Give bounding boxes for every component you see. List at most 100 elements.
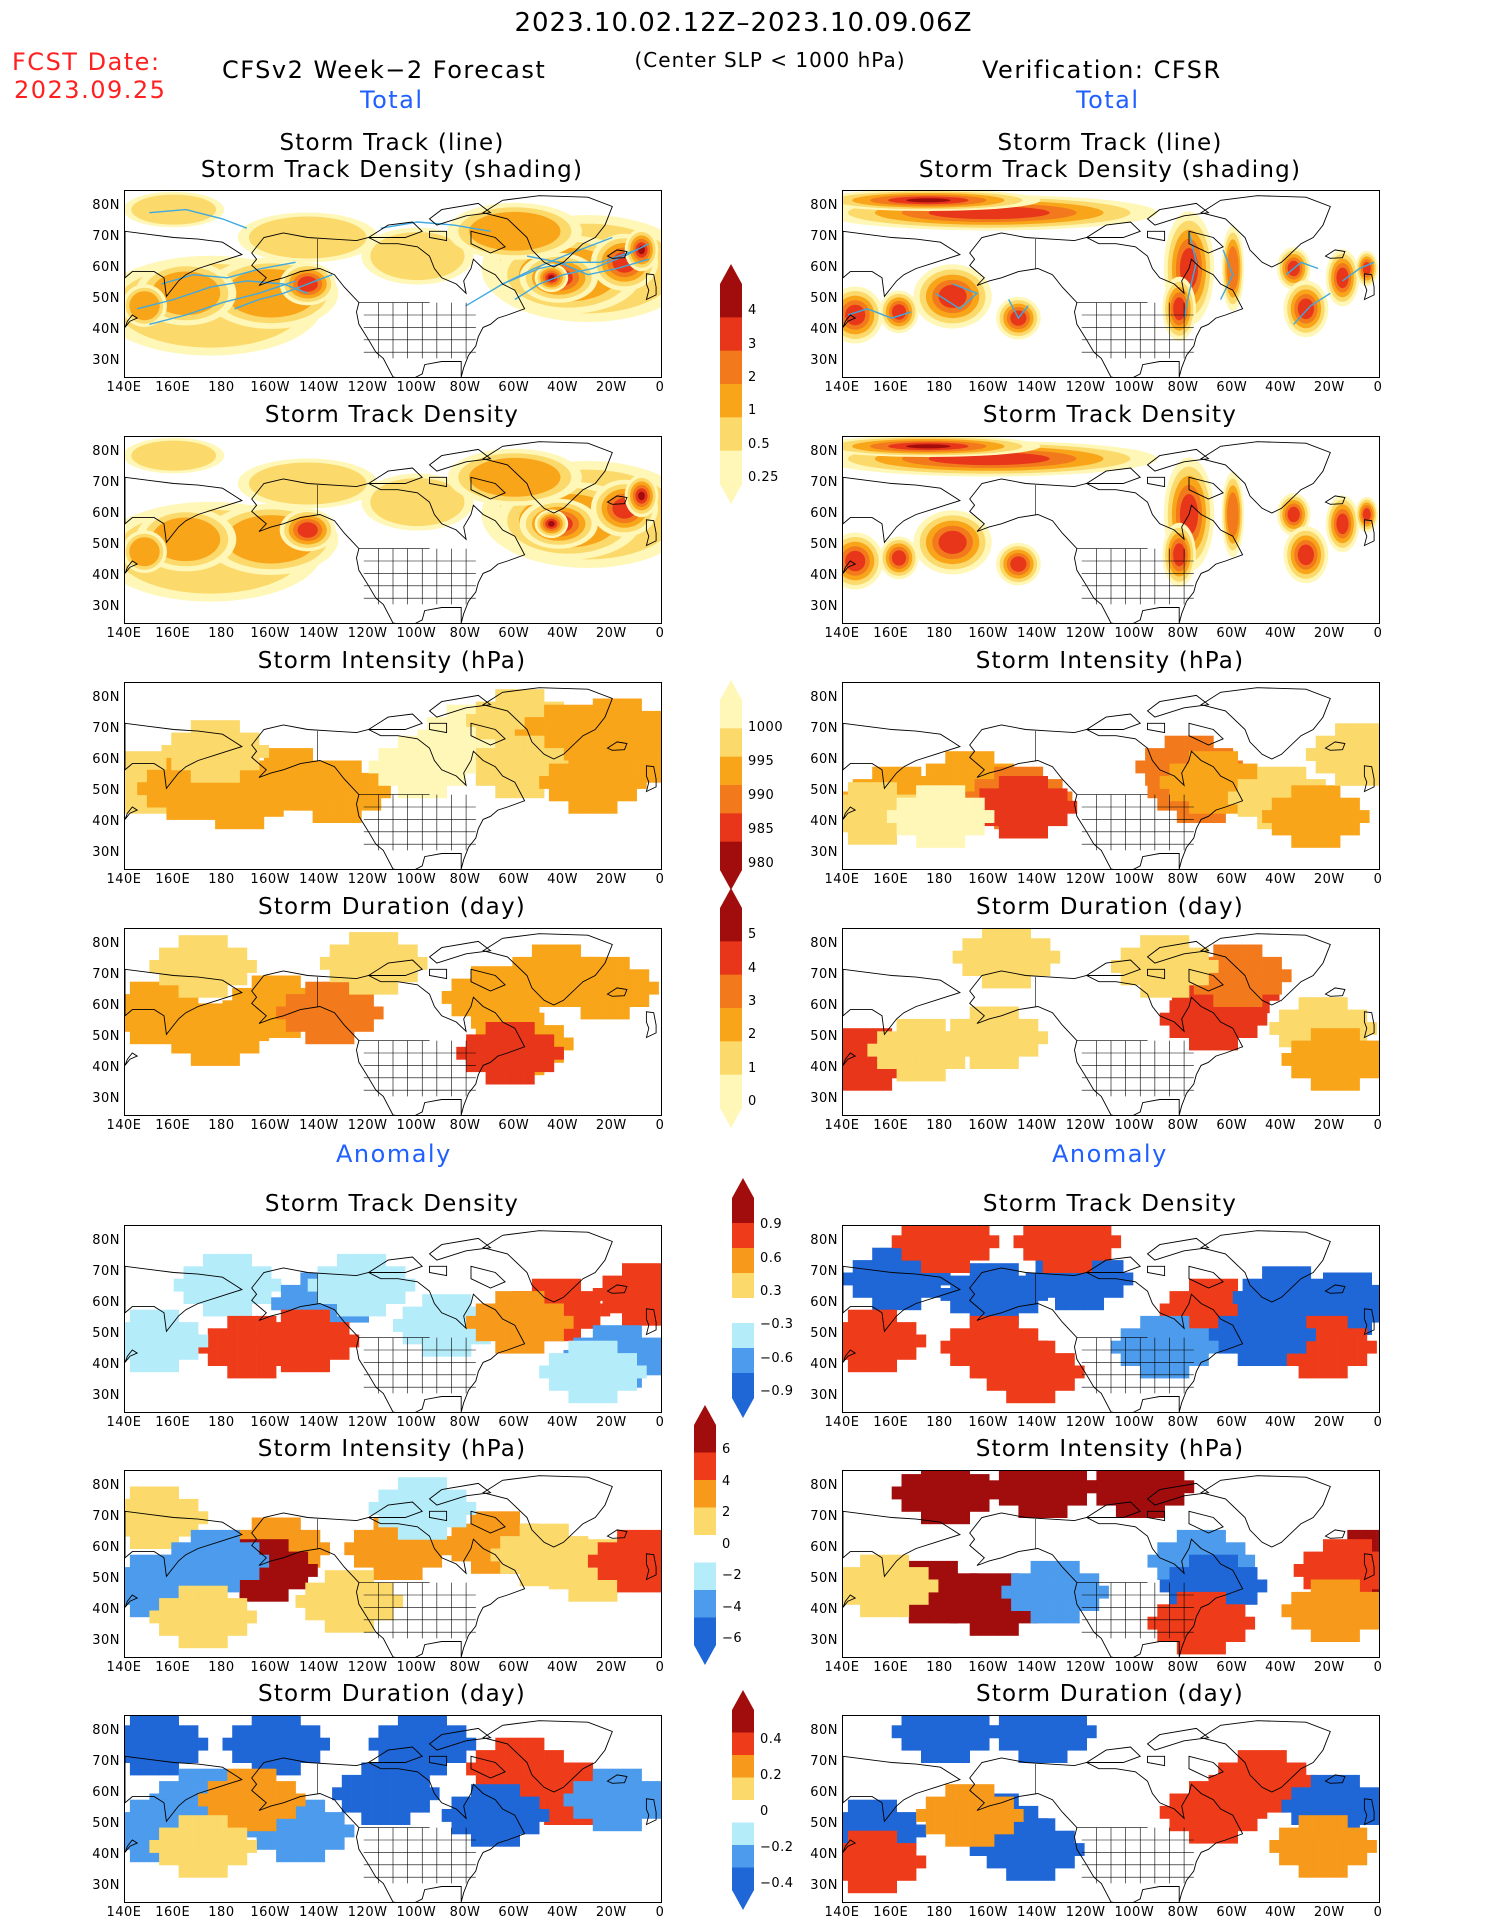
grid-cell [1291,797,1302,811]
grid-cell [159,1579,170,1593]
grid-cell [351,810,362,823]
grid-cell [891,1725,902,1739]
grid-cell [843,1040,854,1054]
grid-cell [371,1787,382,1801]
grid-cell [578,1340,589,1354]
grid-cell [254,772,265,786]
grid-cell [1028,1288,1039,1301]
grid-cell [475,1059,486,1073]
grid-cell [945,797,956,811]
grid-cell [1237,1340,1248,1354]
grid-cell [363,1542,374,1556]
grid-cell [139,1322,150,1335]
grid-cell [1320,1591,1331,1605]
coastline [1324,1284,1346,1294]
grid-cell [495,1737,506,1751]
grid-cell [583,1781,594,1794]
grid-cell [925,776,936,789]
grid-cell [402,1542,413,1556]
grid-cell [1025,1377,1036,1391]
grid-cell [544,1303,555,1317]
map-obs-anom-intensity [842,1470,1380,1658]
grid-cell [198,960,209,973]
grid-cell [553,729,564,743]
grid-cell [622,1325,633,1339]
grid-cell [843,1065,854,1079]
grid-cell [1062,1260,1073,1273]
grid-cell [363,1018,374,1032]
grid-cell [921,1716,932,1726]
grid-cell [1223,956,1234,970]
grid-cell [390,1799,401,1813]
grid-cell [1096,1492,1107,1506]
grid-cell [1001,963,1012,976]
grid-cell [217,1598,228,1611]
grid-cell [911,1737,922,1751]
grid-cell [500,1536,511,1549]
grid-cell [1150,1315,1161,1329]
grid-cell [597,763,608,777]
grid-cell [979,1031,990,1045]
grid-cell [896,1068,907,1082]
grid-cell [210,1053,221,1066]
grid-cell [921,1725,932,1739]
grid-cell [461,1536,472,1549]
grid-cell [1167,1604,1178,1618]
grid-cell [185,791,196,805]
grid-cell [276,1006,287,1020]
grid-cell [1115,1471,1126,1481]
grid-cell [1189,1037,1200,1051]
grid-cell [612,723,623,737]
grid-cell [1310,1629,1321,1642]
grid-cell [561,1303,572,1317]
grid-cell [656,1542,661,1556]
grid-cell [241,1737,252,1751]
grid-cell [373,1529,384,1543]
grid-cell [612,1781,623,1794]
grid-cell [241,1266,252,1280]
grid-cell [312,810,323,823]
grid-cell [466,1737,477,1751]
grid-cell [388,1514,399,1528]
grid-cell [1354,760,1365,774]
grid-cell [568,1390,579,1404]
grid-cell [261,1716,272,1726]
grid-cell [266,1805,277,1819]
grid-cell [1196,1616,1207,1630]
grid-cell [505,1774,516,1788]
grid-cell [1357,1340,1368,1354]
grid-cell [886,1334,897,1348]
grid-cell [930,1725,941,1739]
grid-cell [1159,935,1170,949]
grid-cell [259,1554,270,1568]
grid-cell [1067,1737,1078,1751]
grid-cell [998,1300,1009,1314]
grid-cell [1320,785,1331,799]
us-state-borders [1035,977,1194,1097]
grid-cell [1198,1303,1209,1317]
grid-cell [251,1529,262,1543]
grid-cell [249,1554,260,1568]
grid-cell [886,1031,897,1045]
grid-cell [1318,1353,1329,1366]
grid-cell [1342,1551,1353,1565]
grid-cell [1218,1579,1229,1593]
grid-cell [1325,760,1336,774]
grid-cell [358,969,369,983]
grid-cell [1337,1009,1348,1023]
grid-cell [1174,1480,1185,1494]
grid-cell [319,1322,330,1335]
coastline [470,230,506,254]
grid-cell [1330,1053,1341,1066]
grid-cell [930,1737,941,1751]
grid-cell [129,1567,140,1580]
grid-cell [1186,1591,1197,1605]
grid-cell [950,1750,961,1763]
grid-cell [290,1517,301,1531]
grid-cell [471,1560,482,1574]
grid-cell [305,1018,316,1032]
grid-cell [1310,1616,1321,1630]
grid-cell [407,956,418,970]
grid-cell [129,1031,140,1045]
grid-cell [1313,1564,1324,1577]
